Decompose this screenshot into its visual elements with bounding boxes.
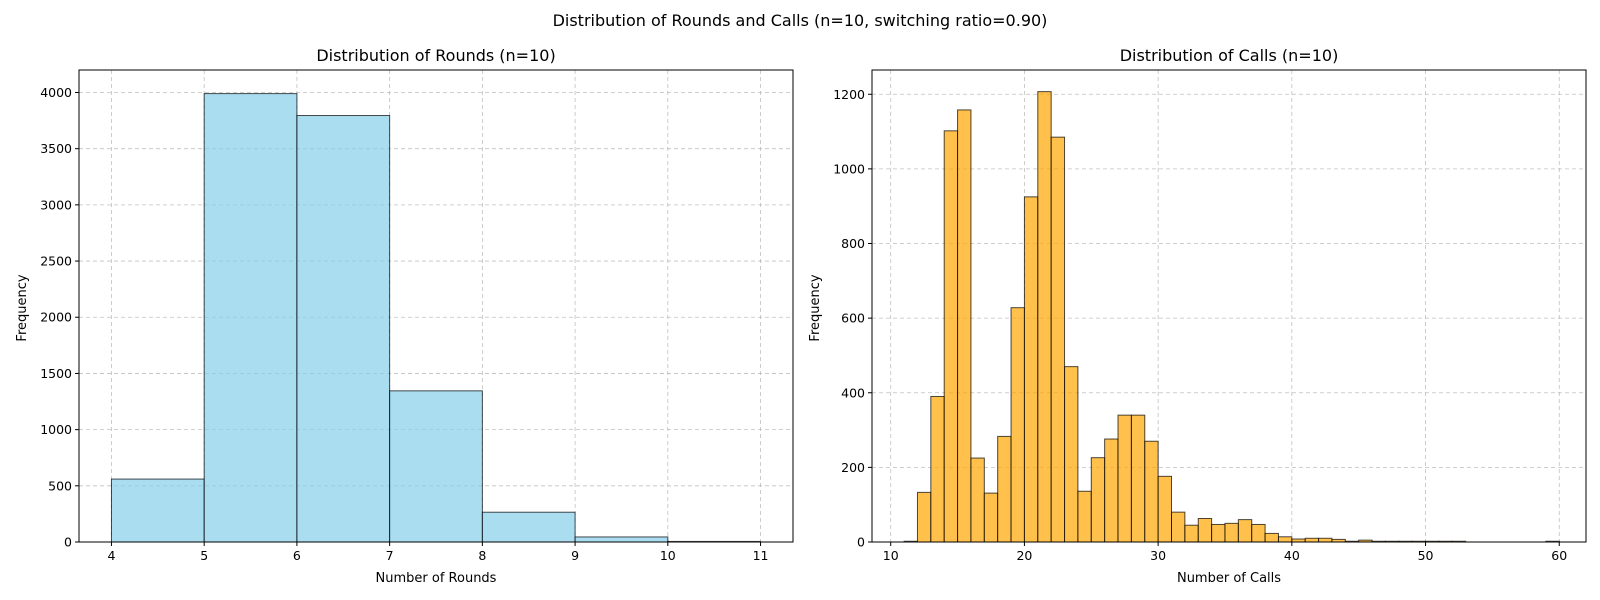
calls-bars [903, 91, 1560, 543]
calls-bar-25 [1237, 519, 1253, 543]
rounds-y-tick-label: 2000 [40, 310, 72, 325]
calls-bar-27 [1264, 532, 1279, 543]
calls-y-tick-label: 1200 [833, 87, 865, 102]
rounds-x-tick-label: 11 [753, 548, 769, 563]
calls-bar-4 [957, 109, 972, 543]
calls-x-ticks: 10 20 30 40 50 60 [883, 542, 1567, 563]
rounds-bar-1 [203, 93, 298, 543]
rounds-x-tick-label: 4 [107, 548, 115, 563]
calls-bar-5 [970, 457, 985, 543]
rounds-y-tick-label: 1000 [40, 422, 72, 437]
calls-bar-2 [930, 395, 945, 543]
rounds-y-tick-label: 0 [64, 535, 72, 550]
rounds-x-tick-label: 5 [200, 548, 208, 563]
calls-x-tick-label: 20 [1016, 548, 1032, 563]
rounds-x-axis-label: Number of Rounds [376, 571, 497, 586]
rounds-x-tick-label: 8 [478, 548, 486, 563]
rounds-bars [110, 93, 762, 543]
rounds-x-tick-label: 10 [660, 548, 676, 563]
calls-bar-28 [1277, 536, 1293, 543]
calls-y-tick-label: 1000 [833, 161, 865, 176]
calls-bar-18 [1144, 440, 1159, 543]
calls-bar-31 [1318, 537, 1333, 543]
rounds-y-tick-label: 3500 [40, 141, 72, 156]
calls-bar-12 [1064, 366, 1079, 543]
calls-bar-3 [943, 130, 959, 543]
calls-histogram-panel: Distribution of Calls (n=10) Number of C… [808, 46, 1587, 586]
calls-bar-21 [1184, 524, 1199, 543]
calls-x-tick-label: 40 [1284, 548, 1300, 563]
rounds-bar-4 [481, 511, 576, 543]
rounds-bar-2 [296, 115, 391, 543]
calls-bar-30 [1304, 537, 1320, 543]
calls-y-tick-label: 800 [841, 236, 865, 251]
rounds-chart-title: Distribution of Rounds (n=10) [316, 46, 555, 65]
rounds-y-axis-label: Frequency [15, 274, 30, 341]
rounds-histogram-panel: Distribution of Rounds (n=10) Number of … [15, 46, 794, 586]
calls-bar-11 [1050, 136, 1066, 543]
calls-bar-16 [1117, 414, 1132, 543]
calls-bar-24 [1224, 522, 1239, 543]
figure-title: Distribution of Rounds and Calls (n=10, … [553, 11, 1048, 30]
calls-y-tick-label: 600 [841, 311, 865, 326]
rounds-y-tick-label: 2500 [40, 254, 72, 269]
calls-bar-22 [1197, 517, 1213, 543]
calls-x-tick-label: 30 [1150, 548, 1166, 563]
calls-bar-9 [1023, 196, 1039, 543]
calls-bar-15 [1104, 438, 1119, 543]
rounds-x-tick-label: 9 [571, 548, 579, 563]
calls-bar-17 [1130, 414, 1146, 543]
calls-x-tick-label: 50 [1418, 548, 1434, 563]
rounds-bar-3 [389, 390, 483, 543]
rounds-y-tick-label: 4000 [40, 85, 72, 100]
calls-x-tick-label: 10 [883, 548, 899, 563]
calls-bar-13 [1077, 490, 1092, 543]
calls-bar-7 [997, 435, 1012, 543]
calls-y-tick-label: 0 [857, 535, 865, 550]
calls-bar-1 [916, 491, 932, 543]
calls-bar-10 [1037, 91, 1052, 543]
calls-x-axis-label: Number of Calls [1177, 571, 1281, 586]
calls-y-tick-label: 400 [841, 385, 865, 400]
rounds-bar-0 [110, 478, 205, 543]
rounds-y-tick-label: 1500 [40, 366, 72, 381]
rounds-x-tick-label: 6 [293, 548, 301, 563]
calls-bar-23 [1211, 523, 1226, 543]
calls-y-tick-label: 200 [841, 460, 865, 475]
rounds-y-ticks: 0 500 1000 1500 2000 2500 3000 3500 4000 [40, 85, 79, 550]
calls-bar-8 [1010, 307, 1025, 543]
calls-plot-frame [871, 69, 1587, 543]
rounds-bar-5 [574, 536, 669, 543]
calls-bar-20 [1171, 511, 1186, 543]
rounds-x-tick-label: 7 [386, 548, 394, 563]
rounds-y-tick-label: 500 [48, 478, 72, 493]
calls-bar-19 [1157, 475, 1173, 543]
calls-y-axis-label: Frequency [808, 274, 823, 341]
calls-y-ticks: 0 200 400 600 800 1000 1200 [833, 87, 872, 550]
calls-bar-14 [1090, 457, 1106, 543]
rounds-y-tick-label: 3000 [40, 197, 72, 212]
calls-bar-6 [983, 492, 999, 543]
rounds-plot-frame [78, 69, 794, 543]
rounds-x-ticks: 4 5 6 7 8 9 10 11 [107, 542, 768, 563]
calls-x-tick-label: 60 [1551, 548, 1567, 563]
calls-chart-title: Distribution of Calls (n=10) [1120, 46, 1339, 65]
calls-bar-26 [1251, 523, 1266, 543]
